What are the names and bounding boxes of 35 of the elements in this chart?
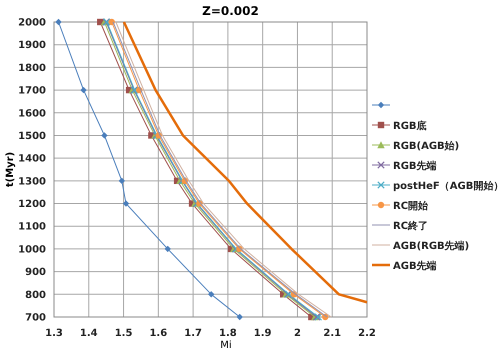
- y-tick-label: 1800: [18, 62, 46, 74]
- y-tick-label: 1300: [18, 176, 46, 188]
- legend-label: RGB(AGB始): [393, 140, 460, 152]
- legend-label: AGB(RGB先端): [393, 240, 470, 252]
- y-tick-label: 800: [25, 290, 46, 301]
- y-tick-label: 900: [25, 267, 46, 278]
- y-tick-label: 1400: [18, 154, 46, 165]
- x-tick-label: 1.7: [184, 328, 202, 339]
- y-tick-label: 700: [25, 312, 46, 324]
- y-tick-label: 1000: [18, 244, 46, 256]
- y-tick-label: 1500: [18, 130, 46, 142]
- x-tick-label: 2.2: [358, 328, 376, 339]
- legend-label: AGB先端: [393, 260, 437, 272]
- y-tick-label: 1200: [18, 199, 46, 210]
- legend-label: RC終了: [393, 220, 428, 232]
- y-tick-label: 1900: [18, 40, 46, 52]
- x-tick-label: 1.3: [45, 328, 63, 339]
- chart-title: Z=0.002: [202, 4, 259, 18]
- legend-label: RGB底: [393, 120, 427, 132]
- x-tick-label: 1.9: [254, 328, 272, 339]
- x-axis-title: Mi: [220, 340, 232, 351]
- x-tick-label: 2: [294, 328, 301, 339]
- x-tick-label: 1.8: [219, 328, 237, 339]
- legend-label: RGB先端: [393, 160, 437, 172]
- y-tick-label: 1100: [18, 222, 46, 233]
- legend-label: RC開始: [393, 200, 430, 212]
- x-tick-label: 1.5: [114, 328, 132, 339]
- x-tick-label: 2.1: [323, 328, 342, 339]
- legend-label: postHeF（AGB開始）: [393, 180, 500, 192]
- x-tick-label: 1.6: [149, 328, 168, 339]
- y-tick-label: 1600: [18, 108, 46, 120]
- x-tick-label: 1.4: [80, 328, 98, 339]
- y-axis-title: t(Myr): [5, 152, 16, 188]
- y-tick-label: 2000: [18, 18, 46, 28]
- y-tick-label: 1700: [18, 86, 46, 97]
